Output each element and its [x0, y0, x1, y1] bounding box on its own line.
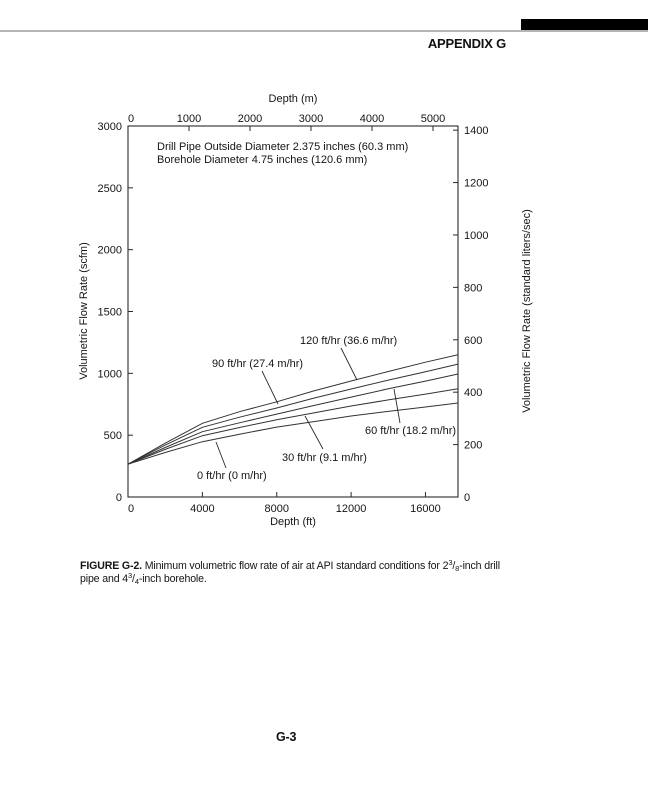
- x-top-axis-title: Depth (m): [269, 93, 318, 105]
- figure-caption-text: Minimum volumetric flow rate of air at A…: [141, 559, 449, 572]
- y-left-tick-label: 500: [104, 430, 122, 442]
- y-right-tick-label: 1000: [464, 230, 488, 242]
- curve-label-leader: [261, 370, 279, 405]
- y-left-tick-label: 0: [116, 492, 122, 504]
- curve-label: 60 ft/hr (18.2 m/hr): [365, 425, 456, 437]
- figure-caption-label: FIGURE G-2.: [80, 559, 142, 572]
- fraction-slash: /: [132, 573, 135, 586]
- plot-frame: [127, 125, 459, 498]
- y-left-axis-title: Volumetric Flow Rate (scfm): [78, 242, 90, 380]
- curve-30-fthr: [127, 388, 459, 465]
- figure-caption-text: pipe and 4: [80, 573, 128, 586]
- x-bottom-tick-label: 0: [128, 503, 134, 515]
- x-top-tick-label: 3000: [299, 113, 323, 125]
- page-number: G-3: [276, 730, 297, 744]
- y-right-tick-label: 0: [464, 492, 470, 504]
- y-right-tick-label: 200: [464, 440, 482, 452]
- curve-label-leader: [340, 347, 358, 381]
- curve-label-leader: [393, 388, 401, 424]
- y-right-axis-title: Volumetric Flow Rate (standard liters/se…: [521, 209, 533, 413]
- borehole-annotation: Borehole Diameter 4.75 inches (120.6 mm): [157, 154, 367, 166]
- figure-caption: FIGURE G-2. Minimum volumetric flow rate…: [80, 557, 512, 587]
- curve-label: 120 ft/hr (36.6 m/hr): [300, 335, 397, 347]
- x-top-tick-label: 2000: [238, 113, 262, 125]
- figure-caption-text: -inch drill: [459, 559, 500, 572]
- x-bottom-tick-label: 16000: [410, 503, 441, 515]
- x-bottom-tick-label: 4000: [190, 503, 214, 515]
- y-right-tick-label: 600: [464, 335, 482, 347]
- x-top-tick-label: 5000: [421, 113, 445, 125]
- y-left-tick-label: 2000: [98, 245, 122, 257]
- fraction-slash: /: [452, 559, 456, 572]
- x-bottom-tick-label: 12000: [336, 503, 367, 515]
- curve-0-fthr: [127, 402, 459, 465]
- appendix-title: APPENDIX G: [427, 36, 506, 51]
- fraction-numerator: 3: [448, 557, 453, 567]
- y-left-tick-label: 1000: [98, 368, 122, 380]
- x-top-tick-label: 1000: [177, 113, 201, 125]
- y-right-tick-label: 1400: [464, 125, 488, 137]
- y-left-tick-label: 3000: [98, 121, 122, 133]
- curve-label-leader: [304, 415, 324, 450]
- x-top-tick-label: 4000: [360, 113, 384, 125]
- curve-label-leader: [215, 441, 227, 469]
- fraction-denominator: 4: [134, 577, 139, 587]
- y-right-tick-label: 800: [464, 282, 482, 294]
- y-right-tick-label: 400: [464, 387, 482, 399]
- curve-label: 30 ft/hr (9.1 m/hr): [282, 452, 367, 464]
- fraction-numerator: 3: [127, 571, 133, 581]
- curve-60-fthr: [127, 373, 459, 465]
- y-left-tick-label: 1500: [98, 307, 122, 319]
- curve-label: 0 ft/hr (0 m/hr): [197, 470, 267, 482]
- header-black-bar: [521, 19, 648, 30]
- header-rule-line: [0, 30, 648, 32]
- curve-90-fthr: [127, 363, 459, 465]
- y-right-tick-label: 1200: [464, 178, 488, 190]
- drill-pipe-annotation: Drill Pipe Outside Diameter 2.375 inches…: [157, 141, 408, 153]
- y-left-tick-label: 2500: [98, 183, 122, 195]
- figure-caption-text: -inch borehole.: [138, 573, 207, 586]
- x-top-tick-label: 0: [128, 113, 134, 125]
- x-bottom-tick-label: 8000: [264, 503, 288, 515]
- x-bottom-axis-title: Depth (ft): [270, 516, 316, 528]
- curve-label: 90 ft/hr (27.4 m/hr): [212, 358, 303, 370]
- curve-120-fthr: [127, 354, 459, 465]
- fraction-denominator: 8: [455, 563, 460, 573]
